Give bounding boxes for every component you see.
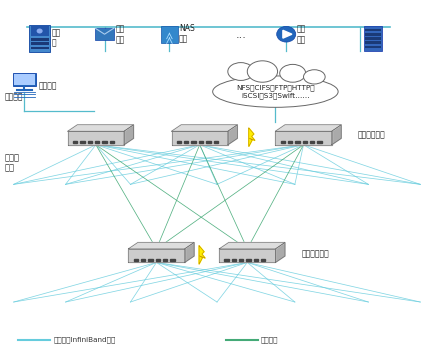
Polygon shape <box>283 30 292 38</box>
Bar <box>365 45 381 48</box>
Bar <box>310 141 314 143</box>
Text: NAS
共享: NAS 共享 <box>179 24 195 44</box>
Bar <box>317 141 322 143</box>
Ellipse shape <box>280 64 306 82</box>
Bar <box>14 74 35 85</box>
Polygon shape <box>219 242 285 249</box>
Bar <box>364 26 382 50</box>
Bar <box>224 258 229 261</box>
Bar <box>170 258 174 261</box>
Polygon shape <box>68 125 134 131</box>
Polygon shape <box>228 125 237 145</box>
Bar <box>134 258 138 261</box>
Bar <box>184 141 188 143</box>
Ellipse shape <box>303 70 325 84</box>
Text: 数据
库: 数据 库 <box>52 28 61 48</box>
Circle shape <box>36 29 43 34</box>
Bar <box>148 258 152 261</box>
Text: 内部交换网络: 内部交换网络 <box>301 250 329 258</box>
Ellipse shape <box>213 76 338 107</box>
Polygon shape <box>171 125 237 131</box>
Polygon shape <box>128 242 194 249</box>
Circle shape <box>277 26 296 42</box>
Polygon shape <box>171 131 228 145</box>
Bar <box>73 141 77 143</box>
Polygon shape <box>68 131 124 145</box>
Text: 千兆网络: 千兆网络 <box>261 337 279 343</box>
Bar <box>281 141 285 143</box>
Bar <box>199 141 203 143</box>
Ellipse shape <box>228 63 254 81</box>
Bar <box>232 258 236 261</box>
Bar <box>191 141 196 143</box>
Bar <box>30 47 49 49</box>
Bar <box>102 141 107 143</box>
Bar <box>88 141 92 143</box>
Bar <box>247 258 251 261</box>
Ellipse shape <box>247 61 278 82</box>
Bar <box>261 258 266 261</box>
Text: 视频
存储: 视频 存储 <box>297 24 306 44</box>
Polygon shape <box>276 125 341 131</box>
Bar <box>13 73 36 86</box>
Bar <box>30 26 49 37</box>
Bar <box>214 141 218 143</box>
Text: 管理维护: 管理维护 <box>4 92 23 101</box>
Bar <box>206 141 210 143</box>
Text: 邮件
服务: 邮件 服务 <box>115 24 125 44</box>
Bar <box>95 28 114 40</box>
Bar <box>95 141 99 143</box>
Bar <box>30 38 49 41</box>
Polygon shape <box>199 246 205 264</box>
Bar <box>365 41 381 44</box>
Polygon shape <box>332 125 341 145</box>
Polygon shape <box>276 242 285 262</box>
Text: NFS、CIFS、FTP、HTTP、
iSCSI、S3、Swift……: NFS、CIFS、FTP、HTTP、 iSCSI、S3、Swift…… <box>236 84 315 99</box>
Bar <box>30 42 49 45</box>
Polygon shape <box>219 249 276 262</box>
Polygon shape <box>124 125 134 145</box>
Bar <box>177 141 181 143</box>
Bar <box>295 141 299 143</box>
Bar <box>365 33 381 36</box>
Bar <box>29 25 50 52</box>
Bar <box>239 258 243 261</box>
Bar <box>163 258 167 261</box>
Polygon shape <box>276 131 332 145</box>
Text: 外部共享网络: 外部共享网络 <box>358 131 385 140</box>
Bar <box>80 141 85 143</box>
Text: 分布式
存储: 分布式 存储 <box>4 153 19 173</box>
Bar <box>141 258 145 261</box>
Bar <box>254 258 258 261</box>
Bar <box>155 258 160 261</box>
Text: ...: ... <box>235 30 246 40</box>
Polygon shape <box>128 249 184 262</box>
Bar <box>302 141 307 143</box>
Bar <box>365 29 381 32</box>
Polygon shape <box>249 128 255 146</box>
Bar <box>161 26 178 43</box>
Bar <box>288 141 292 143</box>
Text: 管理网络: 管理网络 <box>39 81 57 90</box>
Bar <box>365 37 381 40</box>
Bar <box>110 141 114 143</box>
Polygon shape <box>184 242 194 262</box>
Text: 以太网或InfiniBand网络: 以太网或InfiniBand网络 <box>53 337 116 343</box>
